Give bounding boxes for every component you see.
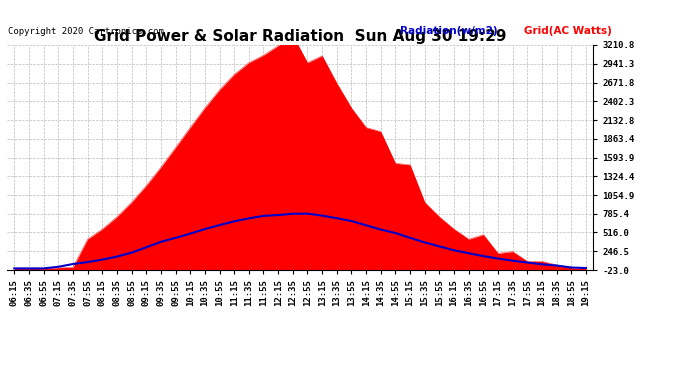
Title: Grid Power & Solar Radiation  Sun Aug 30 19:29: Grid Power & Solar Radiation Sun Aug 30 … [94,29,506,44]
Text: Radiation(w/m2): Radiation(w/m2) [400,26,497,36]
Text: Grid(AC Watts): Grid(AC Watts) [524,26,612,36]
Text: Copyright 2020 Cartronics.com: Copyright 2020 Cartronics.com [8,27,164,36]
